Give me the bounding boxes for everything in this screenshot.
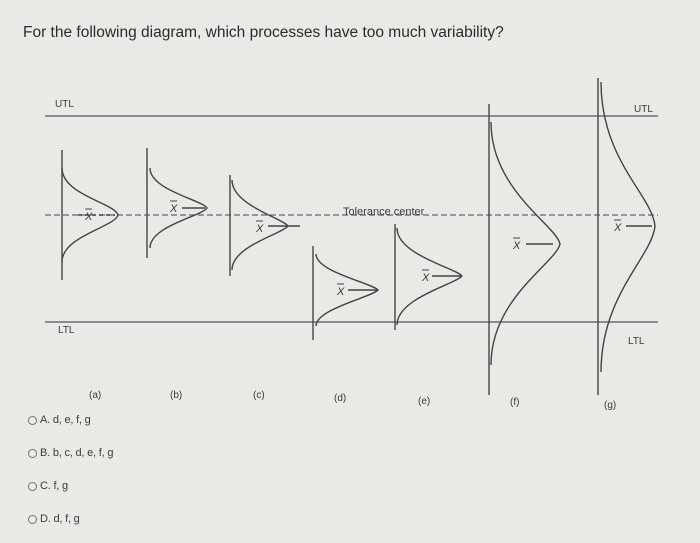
option-d[interactable]: D. d, f, g: [28, 510, 113, 528]
process-label-g: (g): [604, 400, 616, 411]
option-a-label: A. d, e, f, g: [40, 414, 91, 426]
option-b-label: B. b, c, d, e, f, g: [40, 447, 114, 459]
process-label-b: (b): [170, 390, 182, 401]
utl-right-label: UTL: [634, 104, 653, 115]
process-label-d: (d): [334, 393, 346, 404]
mean-symbol-f: X: [512, 240, 521, 252]
utl-left-label: UTL: [55, 99, 74, 110]
question-text: For the following diagram, which process…: [23, 24, 504, 41]
process-label-f: (f): [510, 397, 519, 408]
mean-symbol-e: X: [421, 272, 430, 284]
process-label-a: (a): [89, 390, 101, 401]
ltl-left-label: LTL: [58, 325, 75, 336]
mean-symbol-g: X: [613, 222, 622, 234]
process-capability-diagram: UTL UTL LTL LTL Tolerance center X: [45, 78, 658, 411]
option-a[interactable]: A. d, e, f, g: [28, 411, 113, 429]
curve-f: [490, 121, 561, 366]
answer-options: A. d, e, f, g B. b, c, d, e, f, g C. f, …: [28, 411, 113, 543]
radio-c[interactable]: [28, 481, 37, 491]
mean-symbol-c: X: [255, 223, 264, 235]
mean-symbol-d: X: [336, 286, 345, 298]
option-b[interactable]: B. b, c, d, e, f, g: [28, 444, 113, 462]
curve-a: [61, 167, 119, 263]
process-label-e: (e): [418, 396, 430, 407]
radio-d[interactable]: [28, 514, 37, 524]
option-d-label: D. d, f, g: [40, 513, 80, 525]
radio-a[interactable]: [28, 415, 37, 425]
option-c-label: C. f, g: [40, 480, 68, 492]
option-c[interactable]: C. f, g: [28, 477, 113, 495]
process-label-c: (c): [253, 390, 265, 401]
tolerance-center-label: Tolerance center: [343, 206, 425, 218]
mean-symbol-a: X: [84, 211, 93, 223]
ltl-right-label: LTL: [628, 336, 645, 347]
radio-b[interactable]: [28, 448, 37, 458]
mean-symbol-b: X: [169, 203, 178, 215]
curve-b: [149, 167, 208, 249]
curve-g: [600, 81, 656, 373]
